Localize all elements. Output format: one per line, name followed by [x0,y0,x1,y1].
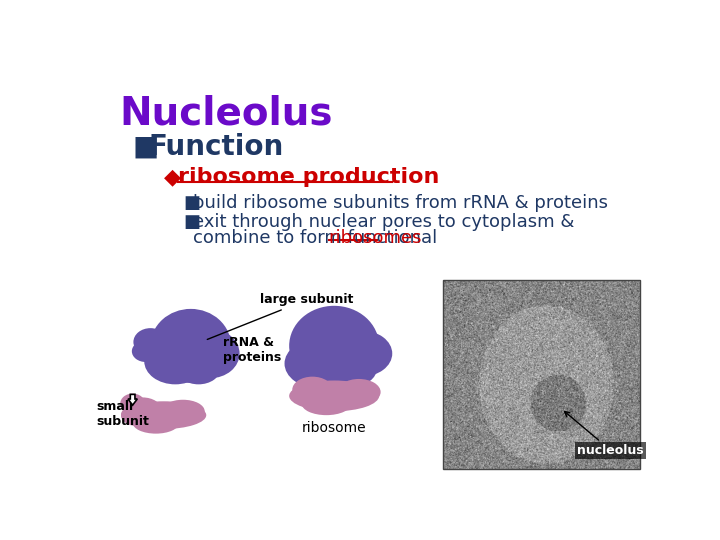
Ellipse shape [330,352,377,386]
Text: ■: ■ [183,213,200,232]
Ellipse shape [121,401,206,429]
Ellipse shape [289,306,379,386]
FancyArrow shape [128,394,138,405]
Text: combine to form functional: combine to form functional [193,229,443,247]
Text: large subunit: large subunit [207,293,354,340]
Ellipse shape [144,338,206,384]
Ellipse shape [309,311,352,342]
Ellipse shape [293,330,336,367]
Text: ribosome: ribosome [302,421,366,435]
Text: ribosomes: ribosomes [329,229,422,247]
Ellipse shape [284,339,353,388]
Ellipse shape [161,400,204,423]
Ellipse shape [132,340,160,362]
Text: ribosome production: ribosome production [178,167,439,187]
Ellipse shape [156,315,210,354]
Ellipse shape [120,394,145,414]
Text: nucleolus: nucleolus [564,411,644,457]
Ellipse shape [132,412,179,434]
Text: ■: ■ [183,194,200,212]
Ellipse shape [121,404,152,426]
Ellipse shape [144,331,183,365]
Ellipse shape [124,397,161,422]
Text: rRNA &
proteins: rRNA & proteins [223,336,282,364]
Ellipse shape [330,330,392,377]
Ellipse shape [302,392,351,415]
Text: small
subunit: small subunit [96,400,149,428]
Ellipse shape [292,377,333,403]
Ellipse shape [309,313,367,353]
Text: ■: ■ [132,132,159,160]
Ellipse shape [133,328,168,356]
Text: build ribosome subunits from rRNA & proteins: build ribosome subunits from rRNA & prot… [193,194,608,212]
Ellipse shape [337,379,381,405]
Text: ◆: ◆ [163,167,181,187]
Ellipse shape [289,381,379,411]
Text: Nucleolus: Nucleolus [120,94,333,132]
Ellipse shape [181,329,240,378]
Bar [443,280,640,469]
Text: Function: Function [148,132,284,160]
Text: exit through nuclear pores to cytoplasm &: exit through nuclear pores to cytoplasm … [193,213,575,232]
Ellipse shape [150,309,231,383]
Ellipse shape [177,354,220,384]
